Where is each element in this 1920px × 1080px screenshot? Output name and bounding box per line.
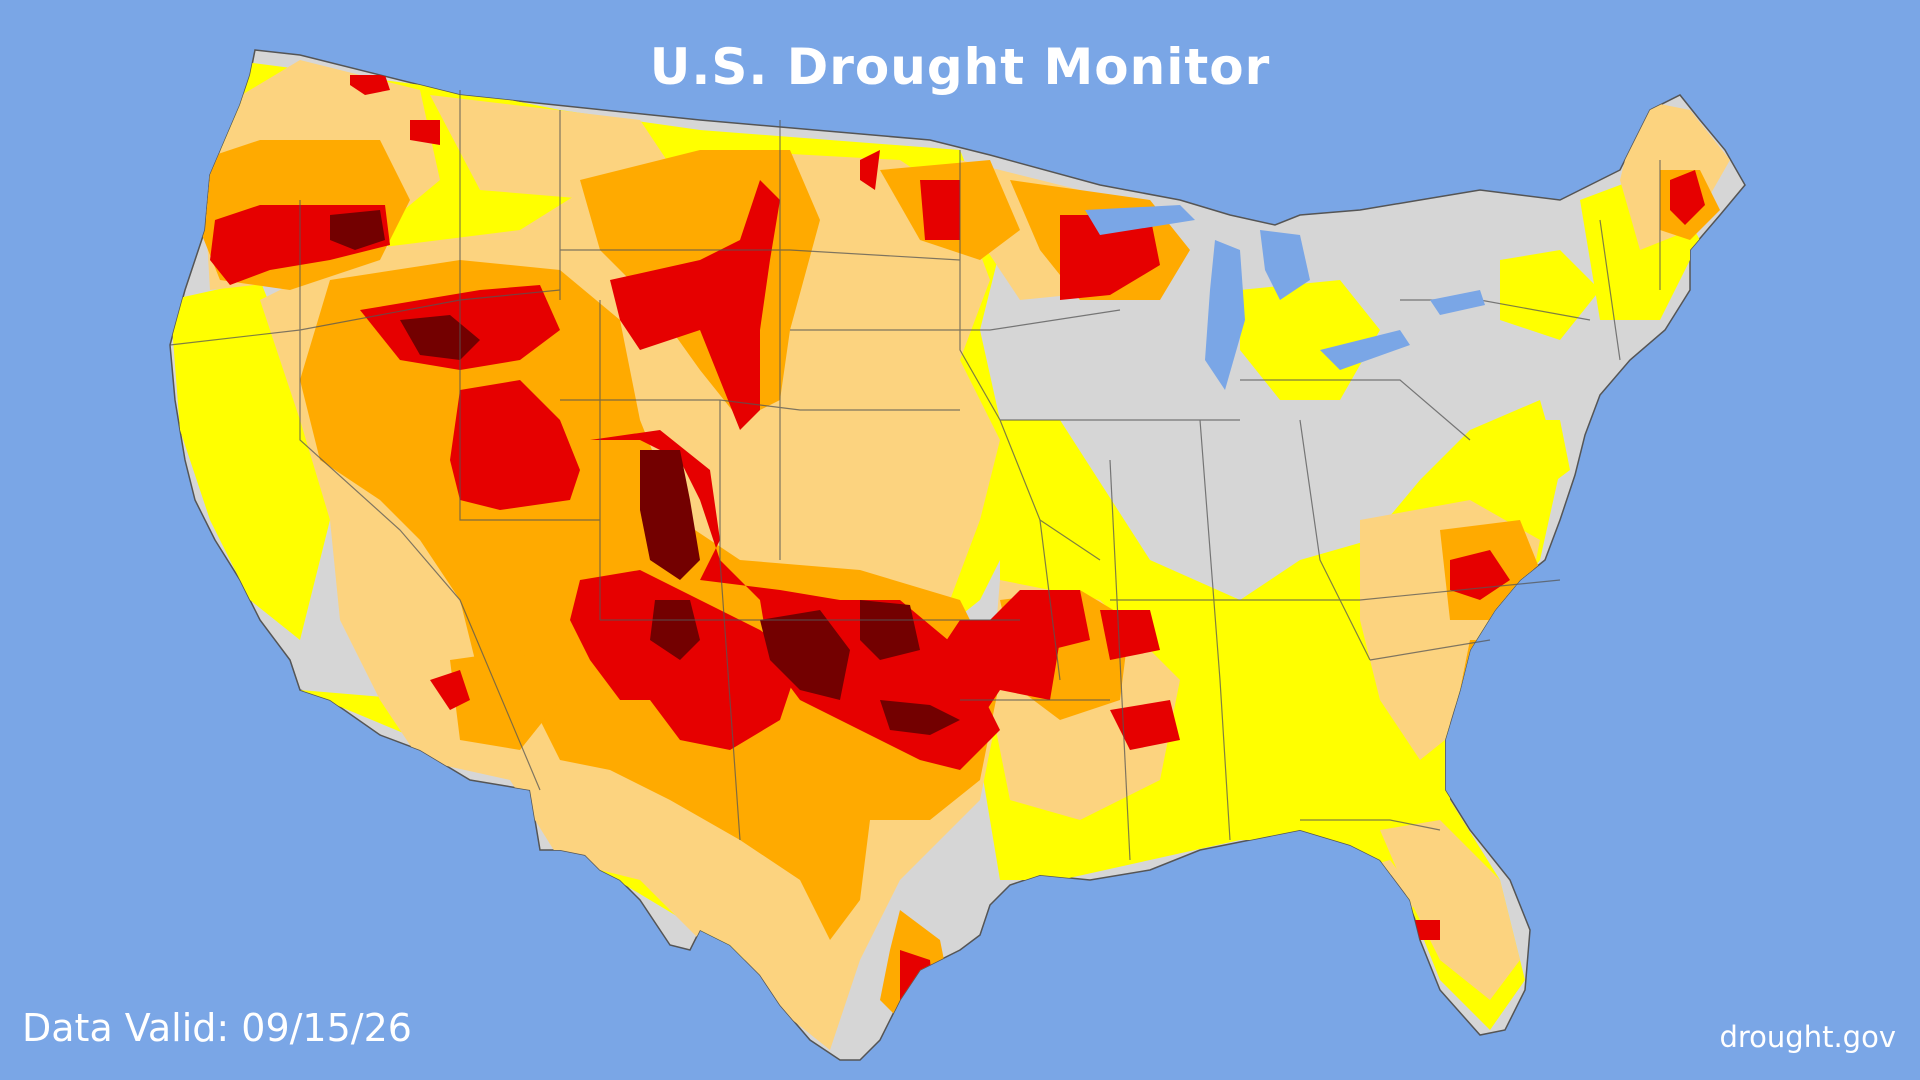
data-valid-date: Data Valid: 09/15/26 xyxy=(22,1006,412,1050)
great-lakes xyxy=(1085,205,1485,390)
source-label: drought.gov xyxy=(1719,1020,1896,1054)
state-borders xyxy=(169,90,1661,861)
exceptional-drought-layer xyxy=(330,210,960,735)
map-title: U.S. Drought Monitor xyxy=(649,38,1271,96)
